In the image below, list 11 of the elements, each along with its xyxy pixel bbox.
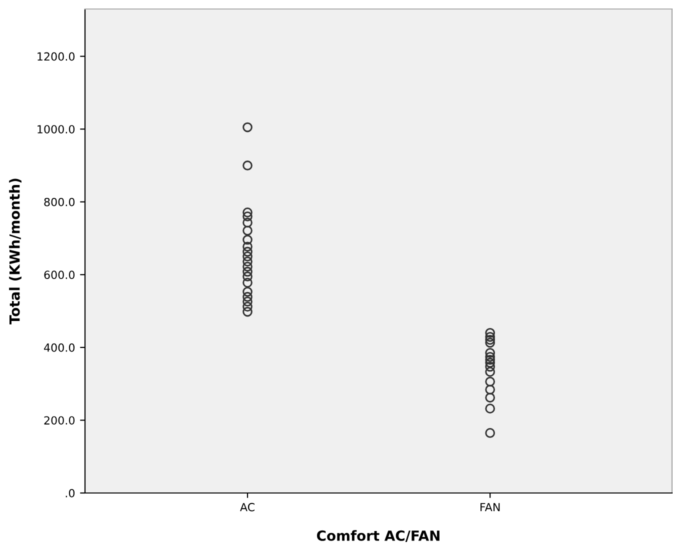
x-axis-title: Comfort AC/FAN [316, 530, 440, 542]
y-tick-label: 200.0 [44, 416, 75, 425]
y-tick-label: 400.0 [44, 343, 75, 352]
y-tick-label: 800.0 [44, 198, 75, 206]
y-tick-label: 600.0 [44, 270, 75, 280]
x-tick-label: AC [240, 502, 254, 512]
y-tick-label: 1000.0 [38, 125, 75, 134]
x-tick-label: FAN [480, 503, 500, 512]
y-axis-title: Total (KWh/month) [9, 178, 22, 324]
y-tick-label: 1200.0 [38, 52, 75, 61]
y-tick-label: .0 [66, 488, 75, 498]
